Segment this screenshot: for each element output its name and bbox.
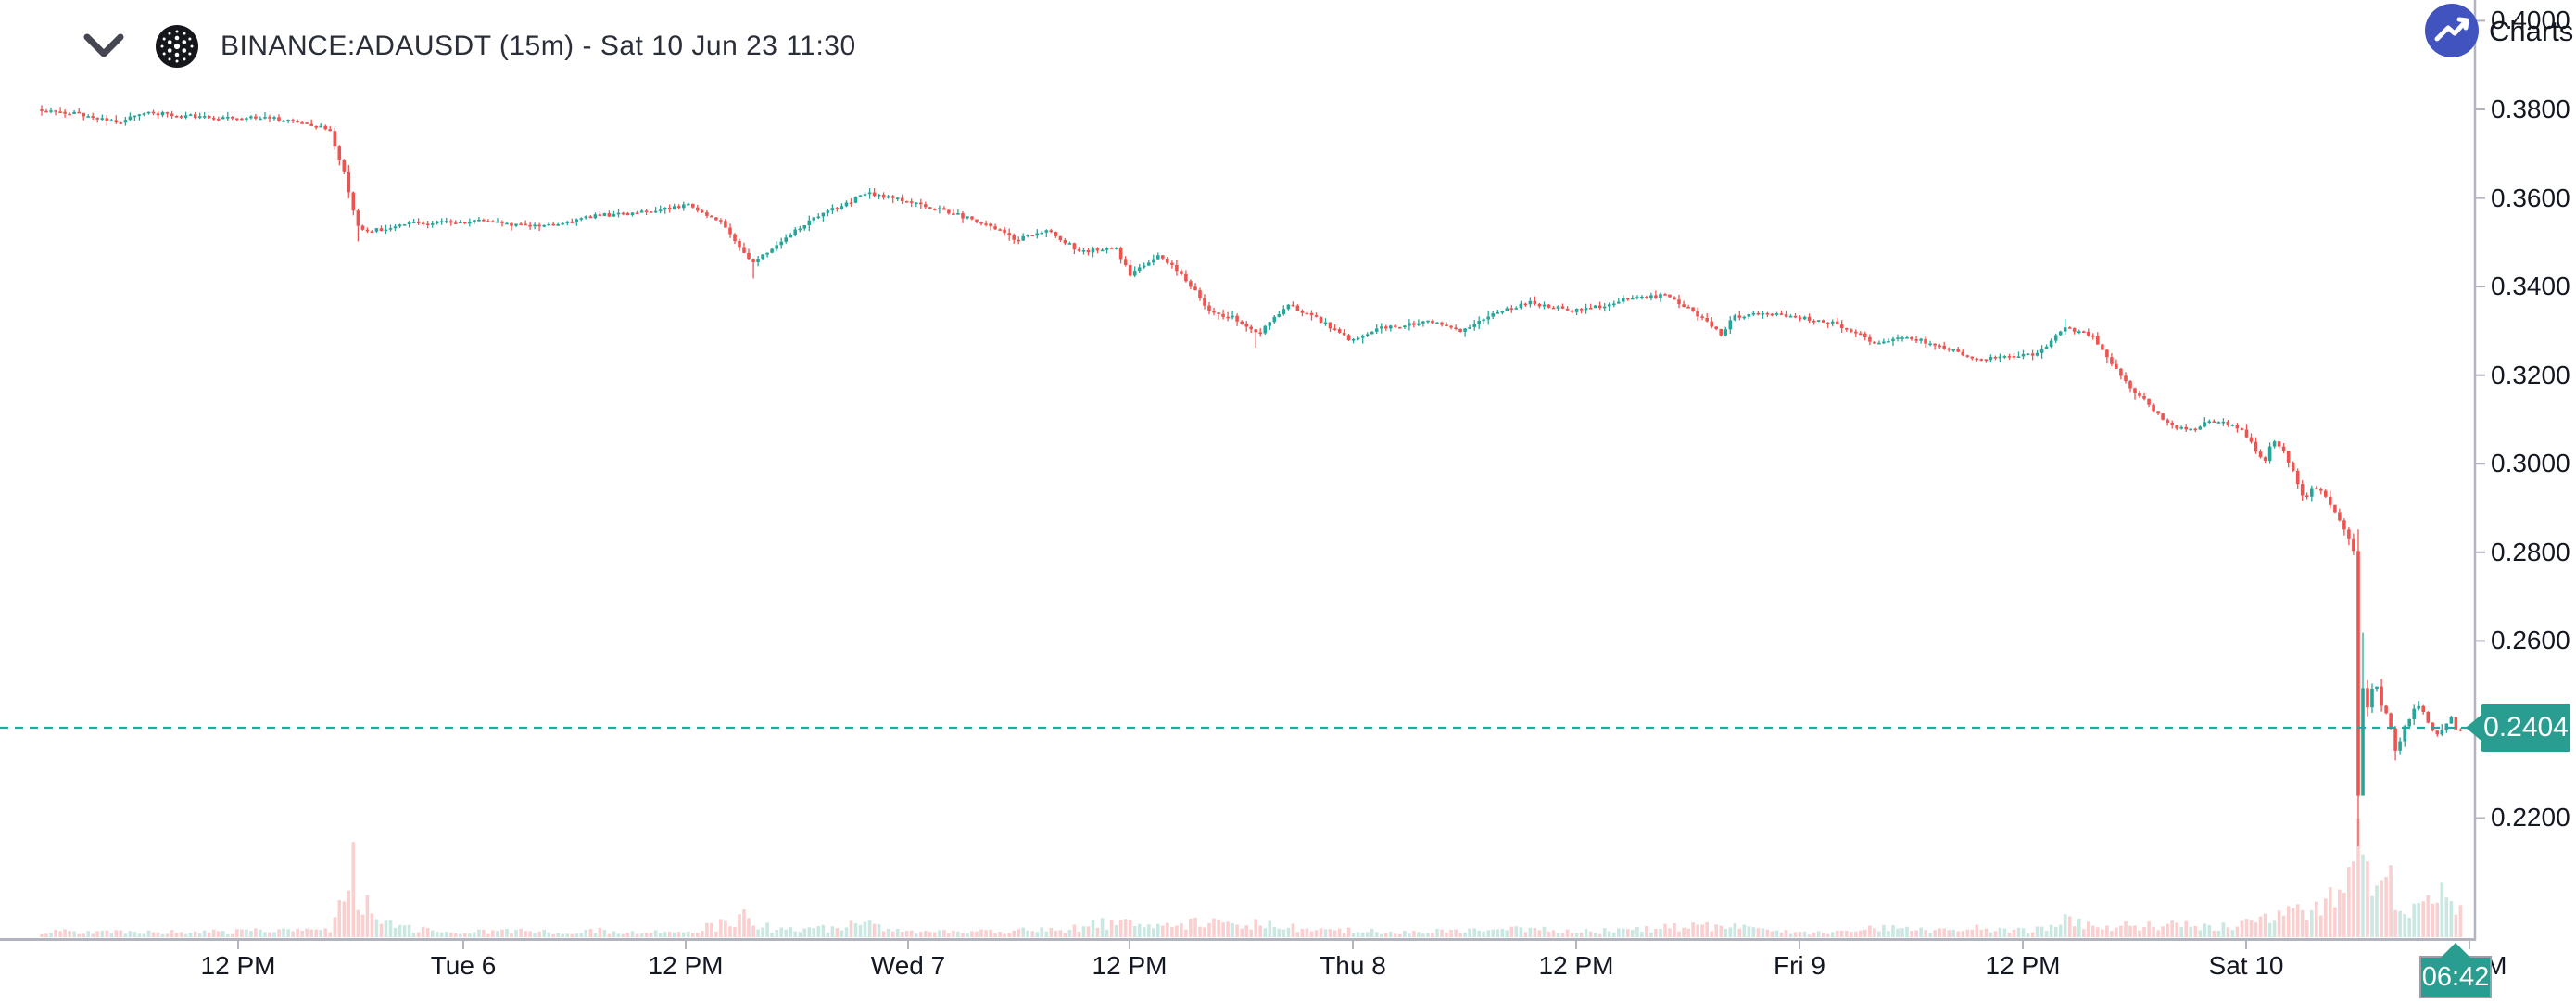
chart-title: BINANCE:ADAUSDT (15m) - Sat 10 Jun 23 11… bbox=[221, 31, 856, 61]
time-axis-label: Thu 8 bbox=[1320, 951, 1386, 980]
price-axis-label: 0.3800 bbox=[2491, 95, 2570, 123]
time-axis-label: Wed 7 bbox=[870, 951, 946, 980]
price-axis-label: 0.2200 bbox=[2491, 803, 2570, 832]
time-axis-label: Fri 9 bbox=[1774, 951, 1825, 980]
time-axis-label: 12 PM bbox=[1092, 951, 1168, 980]
time-axis-label: 12 PM bbox=[1985, 951, 2061, 980]
cardano-coin-icon bbox=[156, 25, 198, 68]
price-axis-label: 0.3000 bbox=[2491, 449, 2570, 478]
time-axis-label: Sat 10 bbox=[2208, 951, 2284, 980]
bar-countdown-badge: 06:42 bbox=[2419, 943, 2492, 998]
price-axis-label: 0.3400 bbox=[2491, 272, 2570, 301]
chart-header: BINANCE:ADAUSDT (15m) - Sat 10 Jun 23 11… bbox=[80, 22, 856, 70]
price-axis-label: 0.2800 bbox=[2491, 537, 2570, 566]
time-axis-label: 12 PM bbox=[200, 951, 276, 980]
tradingview-logo-icon[interactable] bbox=[2425, 4, 2481, 59]
price-axis-label: 0.4000 bbox=[2491, 6, 2570, 35]
time-axis-label: 12 PM bbox=[1538, 951, 1614, 980]
chevron-down-icon[interactable] bbox=[80, 30, 128, 63]
bar-countdown-value: 06:42 bbox=[2421, 961, 2490, 992]
price-axis-label: 0.3600 bbox=[2491, 183, 2570, 212]
time-axis-label: Tue 6 bbox=[430, 951, 497, 980]
last-price-badge: 0.2404 bbox=[2466, 704, 2570, 752]
price-axis-label: 0.2600 bbox=[2491, 626, 2570, 655]
price-axis-label: 0.3200 bbox=[2491, 360, 2570, 389]
time-axis-label: 12 PM bbox=[648, 951, 724, 980]
charts-attribution-link[interactable]: Charts | bbox=[2489, 15, 2576, 47]
last-price-value: 0.2404 bbox=[2483, 712, 2569, 743]
